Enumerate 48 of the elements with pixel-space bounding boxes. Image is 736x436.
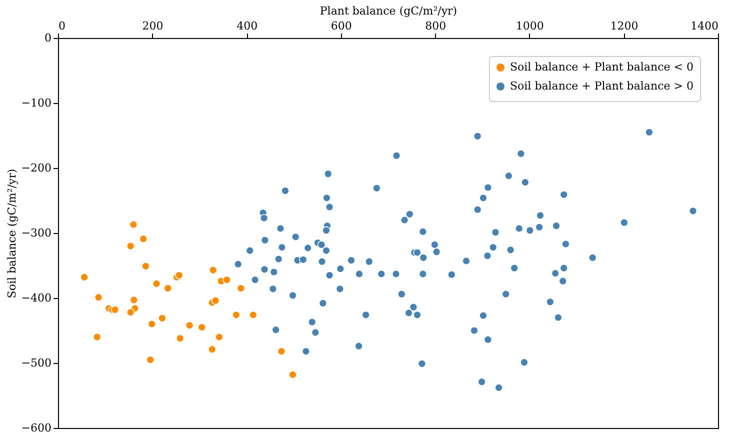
- point: [146, 356, 155, 364]
- point: [110, 306, 120, 314]
- point: [277, 347, 286, 356]
- point: [158, 314, 166, 322]
- y-tick-label: 0: [44, 32, 52, 44]
- point: [93, 332, 102, 342]
- x-tick-label: 600: [330, 20, 352, 32]
- point: [130, 296, 138, 304]
- y-tick-label: −300: [21, 226, 52, 240]
- point: [249, 310, 258, 319]
- point: [142, 262, 150, 270]
- x-axis-title: Plant balance (gC/m²/yr): [320, 4, 458, 18]
- y-tick-label: −500: [21, 356, 52, 370]
- point: [152, 280, 161, 288]
- y-tick-label: −200: [21, 162, 52, 174]
- point: [94, 293, 103, 302]
- point: [288, 370, 297, 379]
- y-tick-label: −100: [21, 96, 52, 110]
- x-tick-label: 1000: [516, 20, 544, 32]
- x-tick-label: 400: [236, 20, 258, 32]
- y-axis-title: Soil balance (gC/m²/yr): [5, 168, 18, 298]
- point: [208, 266, 218, 274]
- x-tick-label: 200: [142, 20, 164, 32]
- point: [126, 242, 135, 250]
- legend-label: Soil balance + Plant balance > 0: [510, 80, 694, 92]
- point: [139, 234, 148, 243]
- point: [148, 320, 156, 328]
- x-tick-label: 1400: [690, 20, 718, 32]
- y-tick-label: −600: [21, 422, 52, 434]
- point: [236, 284, 246, 292]
- point: [198, 323, 206, 332]
- point: [208, 345, 216, 354]
- point: [80, 273, 89, 282]
- point: [164, 284, 172, 292]
- x-tick-label: 1200: [610, 20, 638, 32]
- point: [185, 321, 194, 330]
- x-tick-label: 0: [58, 20, 66, 32]
- point: [222, 276, 231, 284]
- legend-label: Soil balance + Plant balance < 0: [510, 60, 694, 74]
- point: [175, 271, 184, 280]
- point: [176, 334, 184, 342]
- point: [215, 332, 224, 342]
- point: [129, 220, 138, 229]
- point: [211, 296, 220, 305]
- x-tick-label: 800: [425, 20, 446, 32]
- y-tick-label: −400: [21, 292, 52, 304]
- point: [232, 310, 240, 319]
- point: [126, 308, 135, 316]
